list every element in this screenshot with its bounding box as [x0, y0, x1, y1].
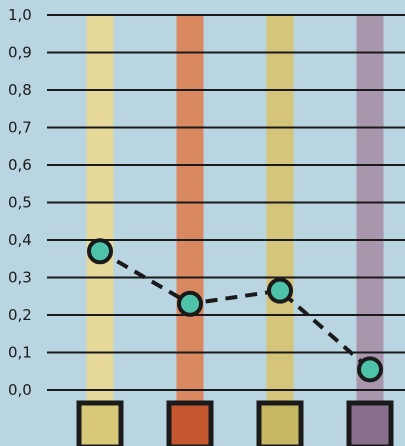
y-tick-label: 1,0	[8, 6, 32, 24]
series-line	[98, 249, 372, 371]
category-marker-4	[346, 400, 394, 446]
category-marker-2	[166, 400, 214, 446]
data-point	[177, 290, 203, 317]
y-tick-label: 0,6	[8, 156, 32, 174]
category-marker-1	[76, 400, 124, 446]
gridlines	[47, 14, 405, 391]
data-point	[357, 356, 383, 383]
y-tick-label: 0,5	[8, 194, 32, 212]
data-point	[87, 238, 113, 265]
category-bar-2	[176, 15, 204, 410]
category-marker-3	[256, 400, 304, 446]
y-tick-label: 0,9	[8, 44, 32, 62]
category-bar-3	[266, 15, 294, 410]
y-tick-label: 0,0	[8, 381, 32, 399]
y-axis-tick-labels: 0,0 0,1 0,2 0,3 0,4 0,5 0,6 0,7 0,8 0,9 1,0	[8, 6, 32, 399]
y-tick-label: 0,4	[8, 231, 32, 249]
y-tick-label: 0,3	[8, 269, 32, 287]
data-point	[267, 277, 293, 304]
category-bars	[86, 15, 384, 410]
category-bar-4	[356, 15, 384, 410]
y-tick-label: 0,2	[8, 306, 32, 324]
category-markers	[76, 400, 394, 446]
category-bar-1	[86, 15, 114, 410]
y-tick-label: 0,8	[8, 81, 32, 99]
series-group	[87, 238, 383, 383]
y-tick-label: 0,1	[8, 344, 32, 362]
y-tick-label: 0,7	[8, 119, 32, 137]
